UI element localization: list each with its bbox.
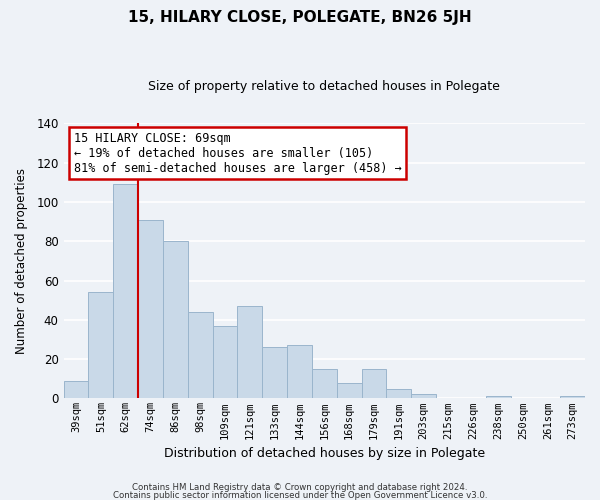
Bar: [560, 396, 585, 398]
Bar: [163, 241, 188, 398]
Bar: [485, 396, 511, 398]
Bar: [138, 220, 163, 398]
Text: 15 HILARY CLOSE: 69sqm
← 19% of detached houses are smaller (105)
81% of semi-de: 15 HILARY CLOSE: 69sqm ← 19% of detached…: [74, 132, 402, 174]
Bar: [212, 326, 238, 398]
Text: 15, HILARY CLOSE, POLEGATE, BN26 5JH: 15, HILARY CLOSE, POLEGATE, BN26 5JH: [128, 10, 472, 25]
Text: Contains public sector information licensed under the Open Government Licence v3: Contains public sector information licen…: [113, 491, 487, 500]
Bar: [238, 306, 262, 398]
Bar: [262, 348, 287, 399]
Bar: [362, 369, 386, 398]
Bar: [287, 346, 312, 399]
Bar: [411, 394, 436, 398]
Text: Contains HM Land Registry data © Crown copyright and database right 2024.: Contains HM Land Registry data © Crown c…: [132, 484, 468, 492]
Bar: [312, 369, 337, 398]
X-axis label: Distribution of detached houses by size in Polegate: Distribution of detached houses by size …: [164, 447, 485, 460]
Bar: [386, 388, 411, 398]
Bar: [188, 312, 212, 398]
Bar: [337, 382, 362, 398]
Bar: [113, 184, 138, 398]
Title: Size of property relative to detached houses in Polegate: Size of property relative to detached ho…: [148, 80, 500, 93]
Bar: [88, 292, 113, 399]
Bar: [64, 380, 88, 398]
Y-axis label: Number of detached properties: Number of detached properties: [15, 168, 28, 354]
